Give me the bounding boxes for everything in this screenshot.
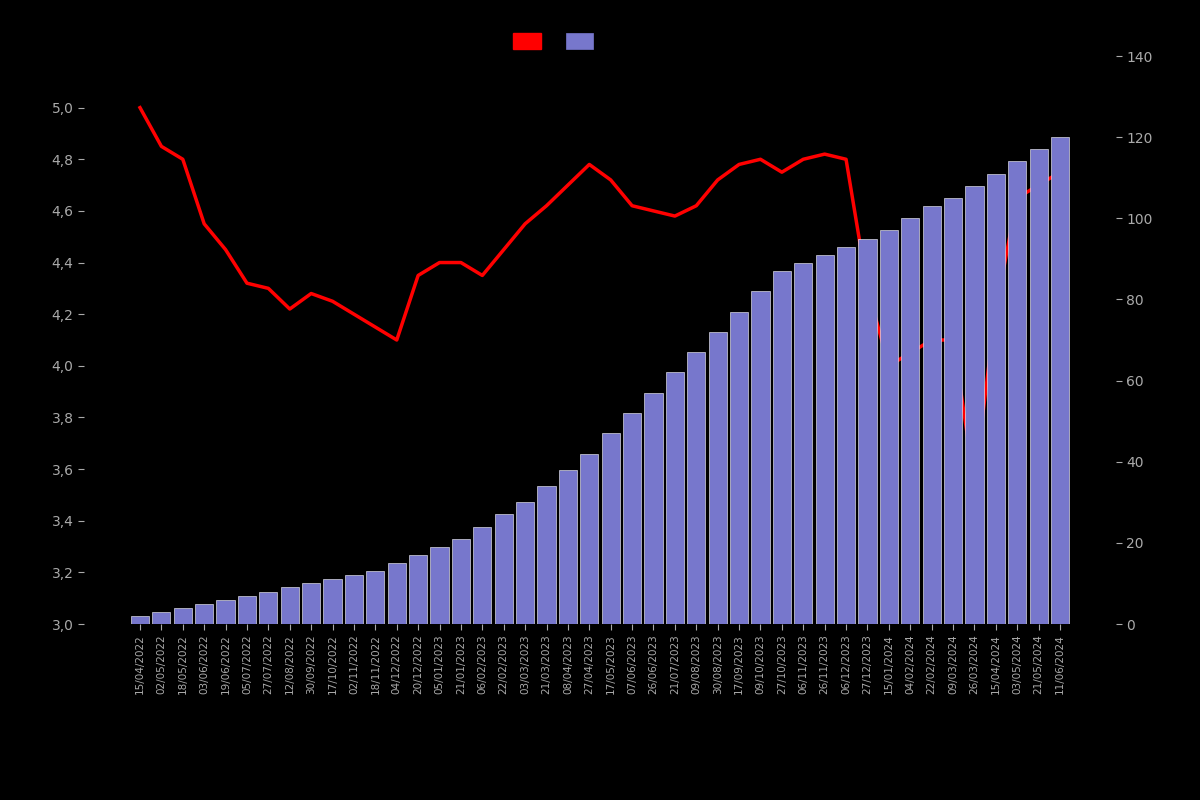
Bar [494,514,512,624]
Bar [644,393,662,624]
Bar [516,502,534,624]
Bar [131,616,149,624]
Bar [688,352,706,624]
Bar [388,563,406,624]
Bar [409,555,427,624]
Bar [196,604,214,624]
Bar [174,608,192,624]
Bar [259,591,277,624]
Bar [666,373,684,624]
Bar [366,571,384,624]
Bar [538,486,556,624]
Bar [559,470,577,624]
Bar [751,291,769,624]
Bar [858,238,876,624]
Bar [324,579,342,624]
Bar [773,271,791,624]
Bar [452,539,470,624]
Bar [281,587,299,624]
Bar [965,186,984,624]
Bar [344,575,364,624]
Bar [986,174,1004,624]
Bar [944,198,962,624]
Bar [302,583,320,624]
Bar [473,526,492,624]
Bar [623,413,641,624]
Bar [431,547,449,624]
Bar [601,434,619,624]
Bar [1030,150,1048,624]
Bar [1008,162,1026,624]
Bar [1051,137,1069,624]
Bar [581,454,599,624]
Bar [152,612,170,624]
Bar [794,263,812,624]
Bar [216,600,235,624]
Legend: , : , [509,29,608,54]
Bar [708,332,727,624]
Bar [923,206,941,624]
Bar [880,230,898,624]
Bar [836,246,856,624]
Bar [816,255,834,624]
Bar [238,595,256,624]
Bar [730,312,748,624]
Bar [901,218,919,624]
